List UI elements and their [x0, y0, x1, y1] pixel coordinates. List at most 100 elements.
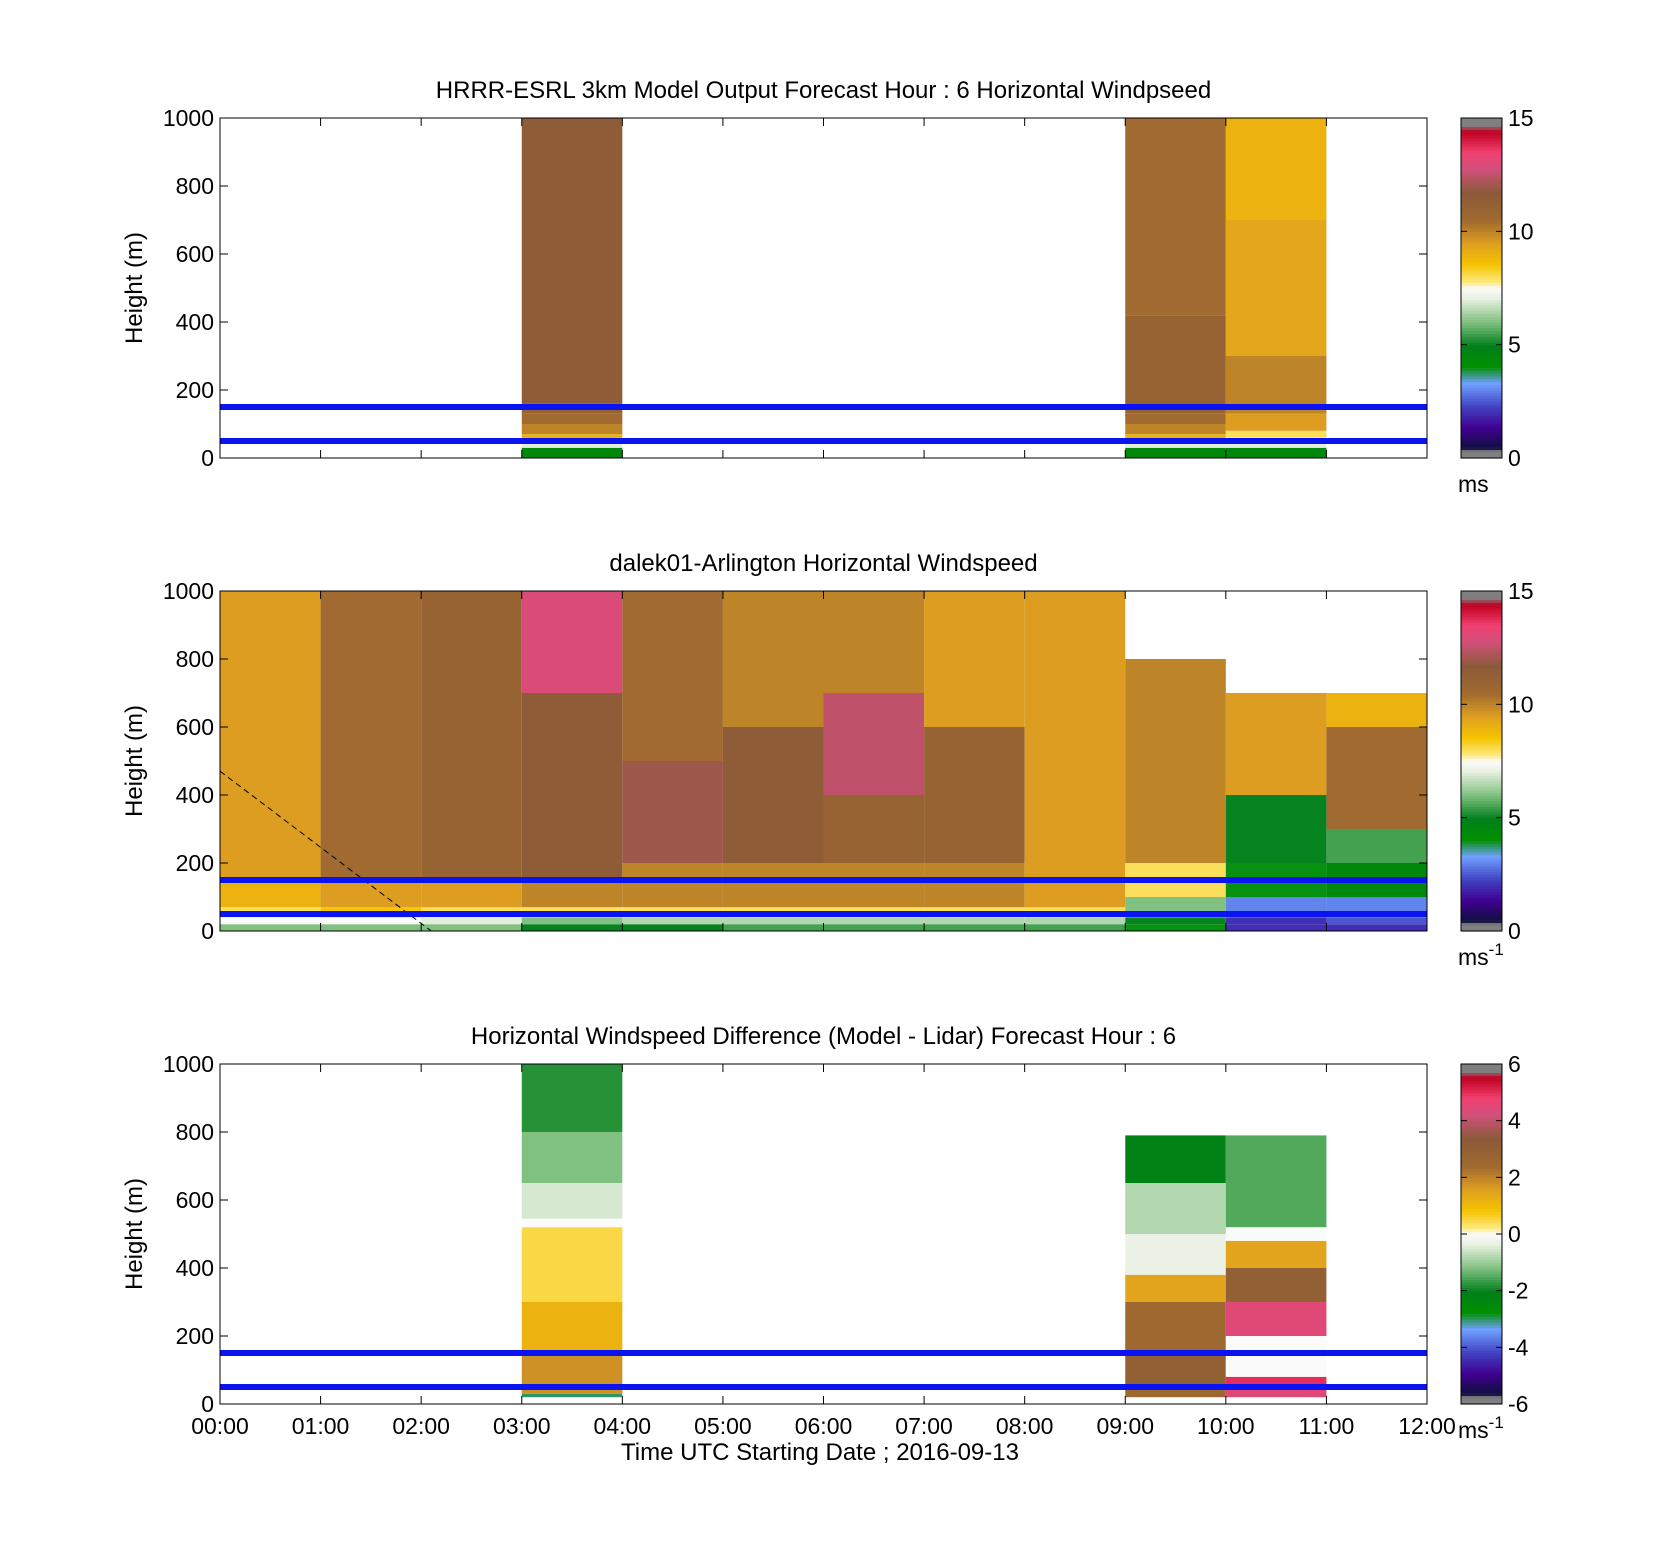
- colorbar-segment: [1461, 339, 1502, 343]
- colorbar-segment: [1461, 1194, 1502, 1198]
- data-cell: [1125, 1135, 1226, 1183]
- colorbar-segment: [1461, 1129, 1502, 1133]
- colorbar-segment: [1461, 333, 1502, 337]
- data-cell: [1225, 1336, 1327, 1377]
- colorbar-segment: [1461, 792, 1502, 796]
- colorbar-segment: [1461, 1268, 1502, 1272]
- data-cell: [1326, 917, 1427, 925]
- colorbar-segment: [1461, 1066, 1502, 1071]
- colorbar-segment: [1461, 667, 1502, 671]
- data-cell: [521, 1393, 623, 1398]
- colorbar-segment: [1461, 1151, 1502, 1156]
- colorbar-segment: [1461, 1072, 1502, 1076]
- data-cell: [924, 924, 1025, 931]
- colorbar-segment: [1461, 775, 1502, 779]
- data-cell: [622, 917, 723, 925]
- colorbar-segment: [1461, 1202, 1502, 1207]
- colorbar-segment: [1461, 837, 1502, 841]
- data-cell: [521, 1218, 623, 1228]
- data-cell: [320, 924, 422, 931]
- colorbar-segment: [1461, 1273, 1502, 1278]
- colorbar-segment: [1461, 395, 1502, 400]
- colorbar-segment: [1461, 894, 1502, 898]
- data-cell: [1225, 924, 1327, 931]
- colorbar-tick-label: 5: [1508, 805, 1521, 831]
- x-tick-label: 02:00: [392, 1413, 450, 1439]
- data-cell: [924, 591, 1025, 727]
- data-cell: [421, 917, 522, 925]
- colorbar-segment: [1461, 1324, 1502, 1329]
- data-cell: [1125, 1274, 1226, 1302]
- data-cell: [1125, 434, 1226, 441]
- colorbar-segment: [1461, 1364, 1502, 1368]
- data-cell: [421, 591, 522, 880]
- data-cell: [521, 591, 623, 693]
- colorbar-segment: [1461, 293, 1502, 298]
- colorbar-segment: [1461, 276, 1502, 281]
- colorbar-segment: [1461, 908, 1502, 912]
- colorbar-segment: [1461, 404, 1502, 408]
- colorbar-segment: [1461, 1290, 1502, 1295]
- data-cell: [1125, 1353, 1226, 1387]
- y-tick-label: 200: [176, 1323, 214, 1349]
- y-tick-label: 1000: [163, 1051, 214, 1077]
- y-tick-label: 400: [176, 1255, 214, 1281]
- colorbar-segment: [1461, 769, 1502, 773]
- y-tick-label: 400: [176, 309, 214, 335]
- colorbar-segment: [1461, 608, 1502, 612]
- colorbar-segment: [1461, 1270, 1502, 1275]
- data-cell: [1225, 1240, 1327, 1268]
- y-axis-label: Height (m): [121, 232, 148, 344]
- data-cell: [622, 863, 723, 908]
- colorbar-segment: [1461, 613, 1502, 618]
- colorbar-segment: [1461, 670, 1502, 674]
- colorbar-segment: [1461, 829, 1502, 833]
- colorbar-tick-label: 10: [1508, 218, 1534, 244]
- data-cell: [1225, 447, 1327, 458]
- colorbar-segment: [1461, 644, 1502, 649]
- colorbar-segment: [1461, 1126, 1502, 1130]
- colorbar-segment: [1461, 1361, 1502, 1365]
- colorbar-segment: [1461, 324, 1502, 329]
- x-tick-label: 03:00: [493, 1413, 551, 1439]
- x-tick-label: 01:00: [292, 1413, 350, 1439]
- colorbar-segment: [1461, 188, 1502, 193]
- colorbar-segment: [1461, 707, 1502, 711]
- model-output-panel: HRRR-ESRL 3km Model Output Forecast Hour…: [121, 77, 1534, 497]
- colorbar-tick-label: -2: [1508, 1278, 1528, 1304]
- colorbar-segment: [1461, 1069, 1502, 1074]
- colorbar-segment: [1461, 1092, 1502, 1096]
- data-cell: [320, 880, 422, 908]
- colorbar-segment: [1461, 412, 1502, 417]
- colorbar-segment: [1461, 758, 1502, 762]
- colorbar-segment: [1461, 593, 1502, 598]
- colorbar-segment: [1461, 687, 1502, 691]
- colorbar-segment: [1461, 441, 1502, 445]
- colorbar-segment: [1461, 1177, 1502, 1181]
- colorbar-segment: [1461, 820, 1502, 824]
- colorbar-segment: [1461, 1302, 1502, 1306]
- colorbar-segment: [1461, 220, 1502, 224]
- colorbar-segment: [1461, 146, 1502, 150]
- colorbar-segment: [1461, 375, 1502, 380]
- colorbar-segment: [1461, 174, 1502, 179]
- x-tick-label: 10:00: [1197, 1413, 1255, 1439]
- colorbar-segment: [1461, 307, 1502, 312]
- data-cell: [521, 118, 623, 404]
- data-cell: [1125, 1183, 1226, 1234]
- data-cell: [1024, 863, 1126, 908]
- colorbar-segment: [1461, 1245, 1502, 1249]
- colorbar-segment: [1461, 874, 1502, 878]
- colorbar-segment: [1461, 1355, 1502, 1360]
- colorbar-segment: [1461, 251, 1502, 255]
- data-cell: [421, 924, 522, 931]
- data-cell: [1125, 924, 1226, 931]
- colorbar-segment: [1461, 1384, 1502, 1388]
- colorbar-segment: [1461, 882, 1502, 887]
- colorbar-segment: [1461, 704, 1502, 708]
- colorbar-segment: [1461, 129, 1502, 133]
- data-cell: [521, 693, 623, 880]
- colorbar-segment: [1461, 288, 1502, 292]
- colorbar-segment: [1461, 851, 1502, 856]
- colorbar-segment: [1461, 627, 1502, 632]
